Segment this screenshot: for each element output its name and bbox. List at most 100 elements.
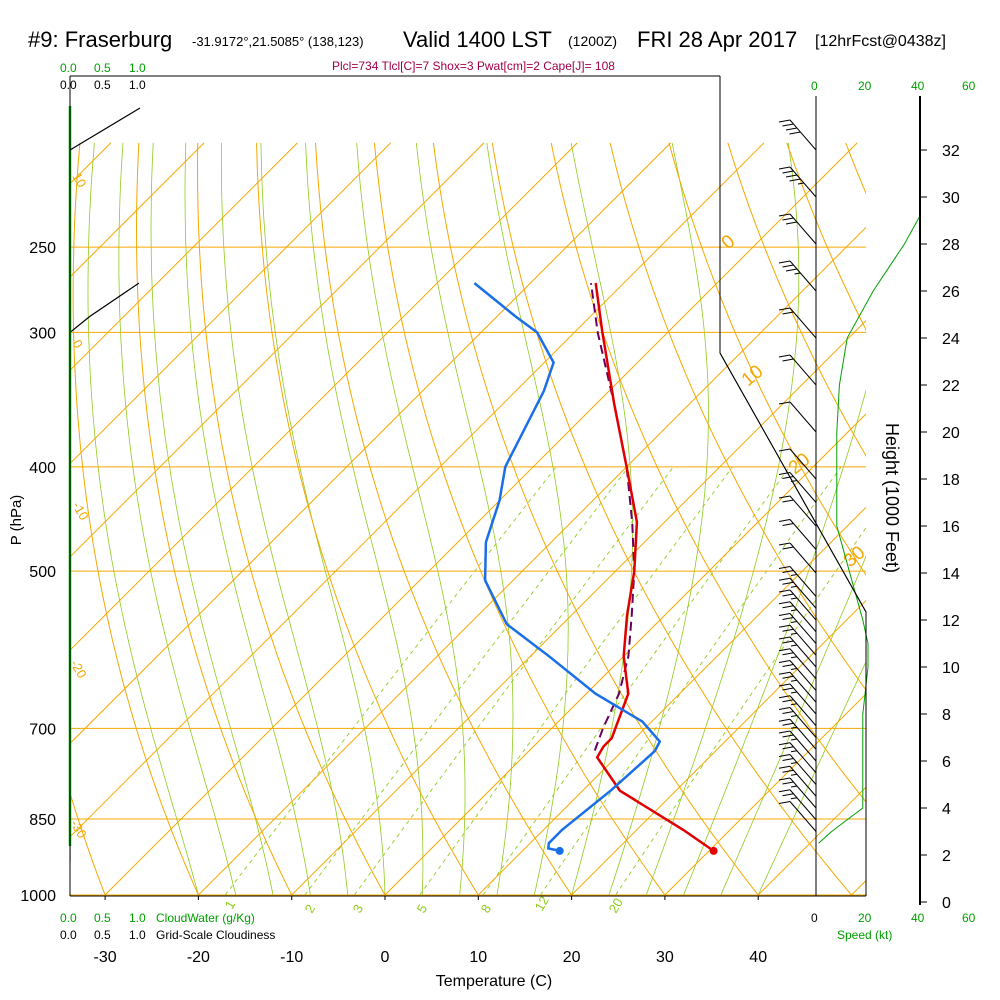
height-tick-label-26: 26: [942, 284, 960, 301]
wind-bottom-60: 60: [962, 911, 976, 925]
wind-barb-flag: [778, 730, 791, 734]
isotherm-30: [664, 693, 866, 896]
p-tick-label-250: 250: [29, 240, 56, 257]
height-tick-label-18: 18: [942, 472, 960, 489]
dewpoint-trace: [473, 282, 662, 853]
dry-adiabat-50: [491, 142, 854, 896]
wind-barb-flag: [782, 628, 794, 632]
moist-adiabat-28: [645, 142, 800, 896]
dry-adiabat--10: [135, 142, 293, 896]
wind-barb-staff: [789, 601, 817, 633]
dry-adiabat-0: [196, 142, 387, 896]
wind-barb-half: [790, 762, 798, 764]
top-green-tick-1: 0.5: [94, 61, 111, 75]
dry-adiabat--30: [70, 791, 107, 896]
x-tick-label-40: 40: [749, 949, 767, 966]
wind-barb: [778, 636, 817, 668]
height-tick-label-14: 14: [942, 566, 960, 583]
wind-barb-flag: [782, 123, 794, 127]
wind-barb-flag: [778, 566, 791, 569]
mixing-ratio-label-0: 1: [222, 898, 239, 912]
wind-barb-staff: [789, 542, 817, 574]
wind-barb-flag: [778, 577, 791, 581]
wind-barb-flag: [778, 519, 791, 522]
wind-barb-flag: [778, 789, 791, 793]
wind-barb-flag: [782, 170, 794, 174]
wind-barb: [778, 777, 817, 809]
wind-barb-half: [790, 585, 798, 588]
wind-speed-trace: [818, 214, 920, 844]
wind-barb-flag: [778, 765, 791, 769]
wind-barb-half: [790, 644, 798, 647]
wind-barb-flag: [778, 260, 791, 264]
dry-adiabat-30: [373, 142, 667, 896]
wind-barb: [778, 307, 817, 339]
plot-frame: [69, 75, 867, 897]
bottom-green-tick-2: 1.0: [129, 911, 146, 925]
wind-barb-flag: [782, 711, 794, 714]
wind-barb-flag: [782, 264, 794, 268]
wind-barb: [778, 119, 817, 151]
wind-barb-flag: [782, 640, 794, 644]
wind-barb-staff: [789, 683, 817, 715]
wind-barb-flag: [778, 213, 791, 217]
wind-barb-staff: [789, 730, 817, 762]
wind-barb-flag: [782, 722, 794, 726]
wind-panel: 0 20 40 60 0 20 40 60 Speed (kt): [778, 79, 976, 942]
isotherm--50: [70, 142, 671, 745]
wind-barb: [778, 260, 817, 292]
wind-barb-staff: [789, 671, 817, 703]
wind-barb: [778, 577, 817, 609]
top-black-tick-1: 0.5: [94, 78, 111, 92]
wind-barb-flag: [789, 131, 801, 135]
wind-barb-flag: [782, 570, 794, 573]
wind-barb-flag: [778, 801, 791, 804]
wind-barb-flag: [785, 221, 798, 225]
x-tick-label-30: 30: [656, 949, 674, 966]
wind-barb-staff: [789, 765, 817, 797]
wind-barb-flag: [778, 660, 791, 663]
wind-barb: [778, 401, 817, 433]
wind-bottom-0: 0: [811, 911, 818, 925]
wind-barb-flag: [782, 793, 794, 797]
x-tick-label--20: -20: [187, 949, 210, 966]
utc-time: (1200Z): [568, 33, 617, 49]
moist-adiabat-40: [757, 660, 866, 896]
wind-barb-flag: [782, 217, 794, 221]
wind-barb-half: [790, 726, 798, 729]
wind-barb-half: [790, 750, 798, 753]
wind-barb-flag: [778, 718, 791, 722]
isotherm-40: [757, 786, 866, 896]
mixing-ratio-label-3: 5: [414, 902, 431, 916]
wind-barb: [778, 542, 817, 574]
wind-barb-flag: [785, 127, 798, 131]
isotherm--70: [70, 142, 485, 558]
height-axis-title: Height (1000 Feet): [882, 423, 902, 573]
x-tick-label--10: -10: [280, 949, 303, 966]
moist-adiabat-label-1: 10: [738, 361, 768, 391]
wind-barb: [778, 789, 817, 821]
wind-barb-staff: [789, 660, 817, 691]
wind-barb-staff: [789, 718, 817, 750]
wind-barb-staff: [789, 624, 817, 656]
wind-barb: [778, 695, 817, 727]
moist-adiabat-36: [720, 555, 866, 896]
speed-label: Speed (kt): [837, 928, 892, 942]
p-tick-label-850: 850: [29, 812, 56, 829]
bottom-black-tick-1: 0.5: [94, 928, 111, 942]
isotherm--30: [104, 142, 858, 896]
wind-barb-flag: [782, 358, 794, 362]
isotherm--100: [70, 142, 205, 278]
wind-barb-staff: [789, 589, 817, 621]
wind-barb-flag: [778, 742, 791, 746]
wind-barb-flag: [778, 601, 791, 605]
x-tick-label-10: 10: [469, 949, 487, 966]
wind-barb-half: [790, 785, 798, 788]
dry-adiabat-110: [845, 142, 866, 195]
wind-barb-flag: [778, 401, 791, 405]
wind-barb-flag: [782, 605, 794, 609]
height-tick-label-32: 32: [942, 143, 960, 160]
top-cloud-scale: 0.0 0.5 1.0 0.0 0.5 1.0: [60, 61, 146, 92]
wind-barb: [778, 671, 817, 703]
